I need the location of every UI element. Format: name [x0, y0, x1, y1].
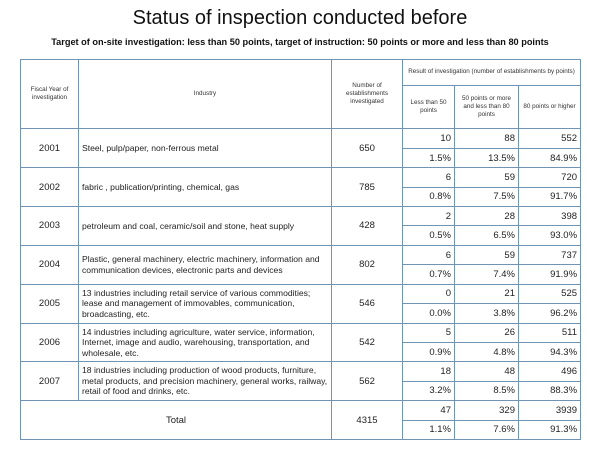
count-less-than-50: 18 — [402, 361, 455, 382]
table-row-percent: 3.2% 8.5% 88.3% — [21, 380, 582, 402]
count-80-or-higher: 737 — [517, 244, 582, 266]
header-industry: Industry — [78, 58, 332, 130]
industry-cell: 14 industries including agriculture, wat… — [78, 322, 332, 363]
count-50-to-80: 88 — [454, 128, 519, 149]
count-80-or-higher: 511 — [517, 322, 582, 343]
table-row: 2004 Plastic, general machinery, electri… — [20, 244, 582, 285]
percent-50-to-80: 7.4% — [454, 264, 519, 285]
industry-cell: 13 industries including retail service o… — [78, 283, 332, 324]
percent-80-or-higher: 88.3% — [517, 380, 582, 402]
page-title: Status of inspection conducted before — [132, 7, 468, 29]
total-percent-80-or-higher: 91.3% — [517, 419, 582, 441]
percent-50-to-80: 7.5% — [454, 186, 519, 208]
total-count-less-than-50: 47 — [402, 400, 455, 421]
count-less-than-50: 10 — [402, 128, 455, 149]
table-row-percent: 1.5% 13.5% 84.9% — [21, 147, 582, 169]
header-50-to-80: 50 points or more and less than 80 point… — [454, 84, 519, 130]
count-80-or-higher: 552 — [517, 128, 582, 149]
header-less-than-50: Less than 50 points — [402, 84, 455, 130]
count-less-than-50: 0 — [402, 283, 455, 305]
number-cell: 802 — [331, 244, 403, 285]
percent-less-than-50: 3.2% — [402, 380, 455, 402]
percent-less-than-50: 0.5% — [402, 225, 455, 246]
count-80-or-higher: 525 — [517, 283, 582, 305]
industry-cell: Steel, pulp/paper, non-ferrous metal — [78, 128, 332, 169]
percent-50-to-80: 6.5% — [454, 225, 519, 246]
percent-80-or-higher: 91.7% — [517, 186, 582, 208]
fiscal-year-cell: 2007 — [20, 361, 79, 402]
percent-less-than-50: 0.8% — [402, 186, 455, 208]
count-80-or-higher: 720 — [517, 167, 582, 188]
number-cell: 542 — [331, 322, 403, 363]
count-less-than-50: 6 — [402, 244, 455, 266]
total-count-50-to-80: 329 — [454, 400, 519, 421]
fiscal-year-cell: 2003 — [20, 206, 79, 246]
count-80-or-higher: 496 — [517, 361, 582, 382]
percent-80-or-higher: 93.0% — [517, 225, 582, 246]
count-less-than-50: 2 — [402, 206, 455, 227]
number-cell: 562 — [331, 361, 403, 402]
count-50-to-80: 59 — [454, 167, 519, 188]
table-row: 2007 18 industries including production … — [20, 361, 582, 402]
header-80-or-higher: 80 points or higher — [517, 84, 582, 130]
number-cell: 650 — [331, 128, 403, 169]
header-result-group: Result of investigation (number of estab… — [401, 59, 582, 86]
number-cell: 546 — [331, 283, 403, 324]
percent-less-than-50: 0.0% — [402, 303, 455, 324]
count-50-to-80: 28 — [454, 206, 519, 227]
count-50-to-80: 59 — [454, 244, 519, 266]
count-less-than-50: 6 — [402, 167, 455, 188]
table-row-percent: 0.7% 7.4% 91.9% — [21, 264, 582, 285]
inspection-table: Fiscal Year of investigation Industry Nu… — [20, 58, 582, 441]
fiscal-year-cell: 2006 — [20, 322, 79, 363]
table-row-percent: 0.8% 7.5% 91.7% — [21, 186, 582, 208]
fiscal-year-cell: 2004 — [20, 244, 79, 285]
header-number: Number of establishments investigated — [331, 58, 403, 130]
industry-cell: 18 industries including production of wo… — [78, 361, 332, 402]
industry-cell: Plastic, general machinery, electric mac… — [78, 244, 332, 285]
percent-50-to-80: 13.5% — [454, 147, 519, 169]
total-label: Total — [20, 400, 332, 440]
percent-80-or-higher: 84.9% — [517, 147, 582, 169]
percent-80-or-higher: 94.3% — [517, 341, 582, 363]
count-less-than-50: 5 — [402, 322, 455, 343]
table-row-percent: 0.5% 6.5% 93.0% — [21, 225, 582, 246]
table-row: 2002 fabric , publication/printing, chem… — [20, 167, 582, 208]
percent-80-or-higher: 96.2% — [517, 303, 582, 324]
total-count-80-or-higher: 3939 — [517, 400, 582, 421]
number-cell: 428 — [331, 206, 403, 246]
percent-less-than-50: 0.9% — [402, 341, 455, 363]
table-row: 2003 petroleum and coal, ceramic/soil an… — [20, 206, 582, 246]
count-50-to-80: 21 — [454, 283, 519, 305]
page-subtitle: Target of on-site investigation: less th… — [51, 37, 549, 47]
table-row: 2005 13 industries including retail serv… — [20, 283, 582, 324]
fiscal-year-cell: 2002 — [20, 167, 79, 208]
table-row: 2001 Steel, pulp/paper, non-ferrous meta… — [20, 128, 582, 169]
fiscal-year-cell: 2001 — [20, 128, 79, 169]
total-row: Total 4315 47 329 3939 — [20, 400, 582, 440]
total-number: 4315 — [331, 400, 403, 440]
industry-cell: fabric , publication/printing, chemical,… — [78, 167, 332, 208]
table-row-percent: 0.0% 3.8% 96.2% — [21, 303, 582, 324]
total-percent-50-to-80: 7.6% — [454, 419, 519, 441]
percent-50-to-80: 8.5% — [454, 380, 519, 402]
percent-less-than-50: 1.5% — [402, 147, 455, 169]
count-50-to-80: 26 — [454, 322, 519, 343]
percent-50-to-80: 4.8% — [454, 341, 519, 363]
count-80-or-higher: 398 — [517, 206, 582, 227]
header-row: Fiscal Year of investigation Industry Nu… — [20, 58, 582, 130]
total-percent-less-than-50: 1.1% — [402, 419, 455, 441]
number-cell: 785 — [331, 167, 403, 208]
count-50-to-80: 48 — [454, 361, 519, 382]
total-row-percent: 1.1% 7.6% 91.3% — [21, 419, 582, 441]
percent-less-than-50: 0.7% — [402, 264, 455, 285]
percent-80-or-higher: 91.9% — [517, 264, 582, 285]
table-row: 2006 14 industries including agriculture… — [20, 322, 582, 363]
percent-50-to-80: 3.8% — [454, 303, 519, 324]
fiscal-year-cell: 2005 — [20, 283, 79, 324]
industry-cell: petroleum and coal, ceramic/soil and sto… — [78, 206, 332, 246]
header-fiscal-year: Fiscal Year of investigation — [20, 58, 79, 130]
